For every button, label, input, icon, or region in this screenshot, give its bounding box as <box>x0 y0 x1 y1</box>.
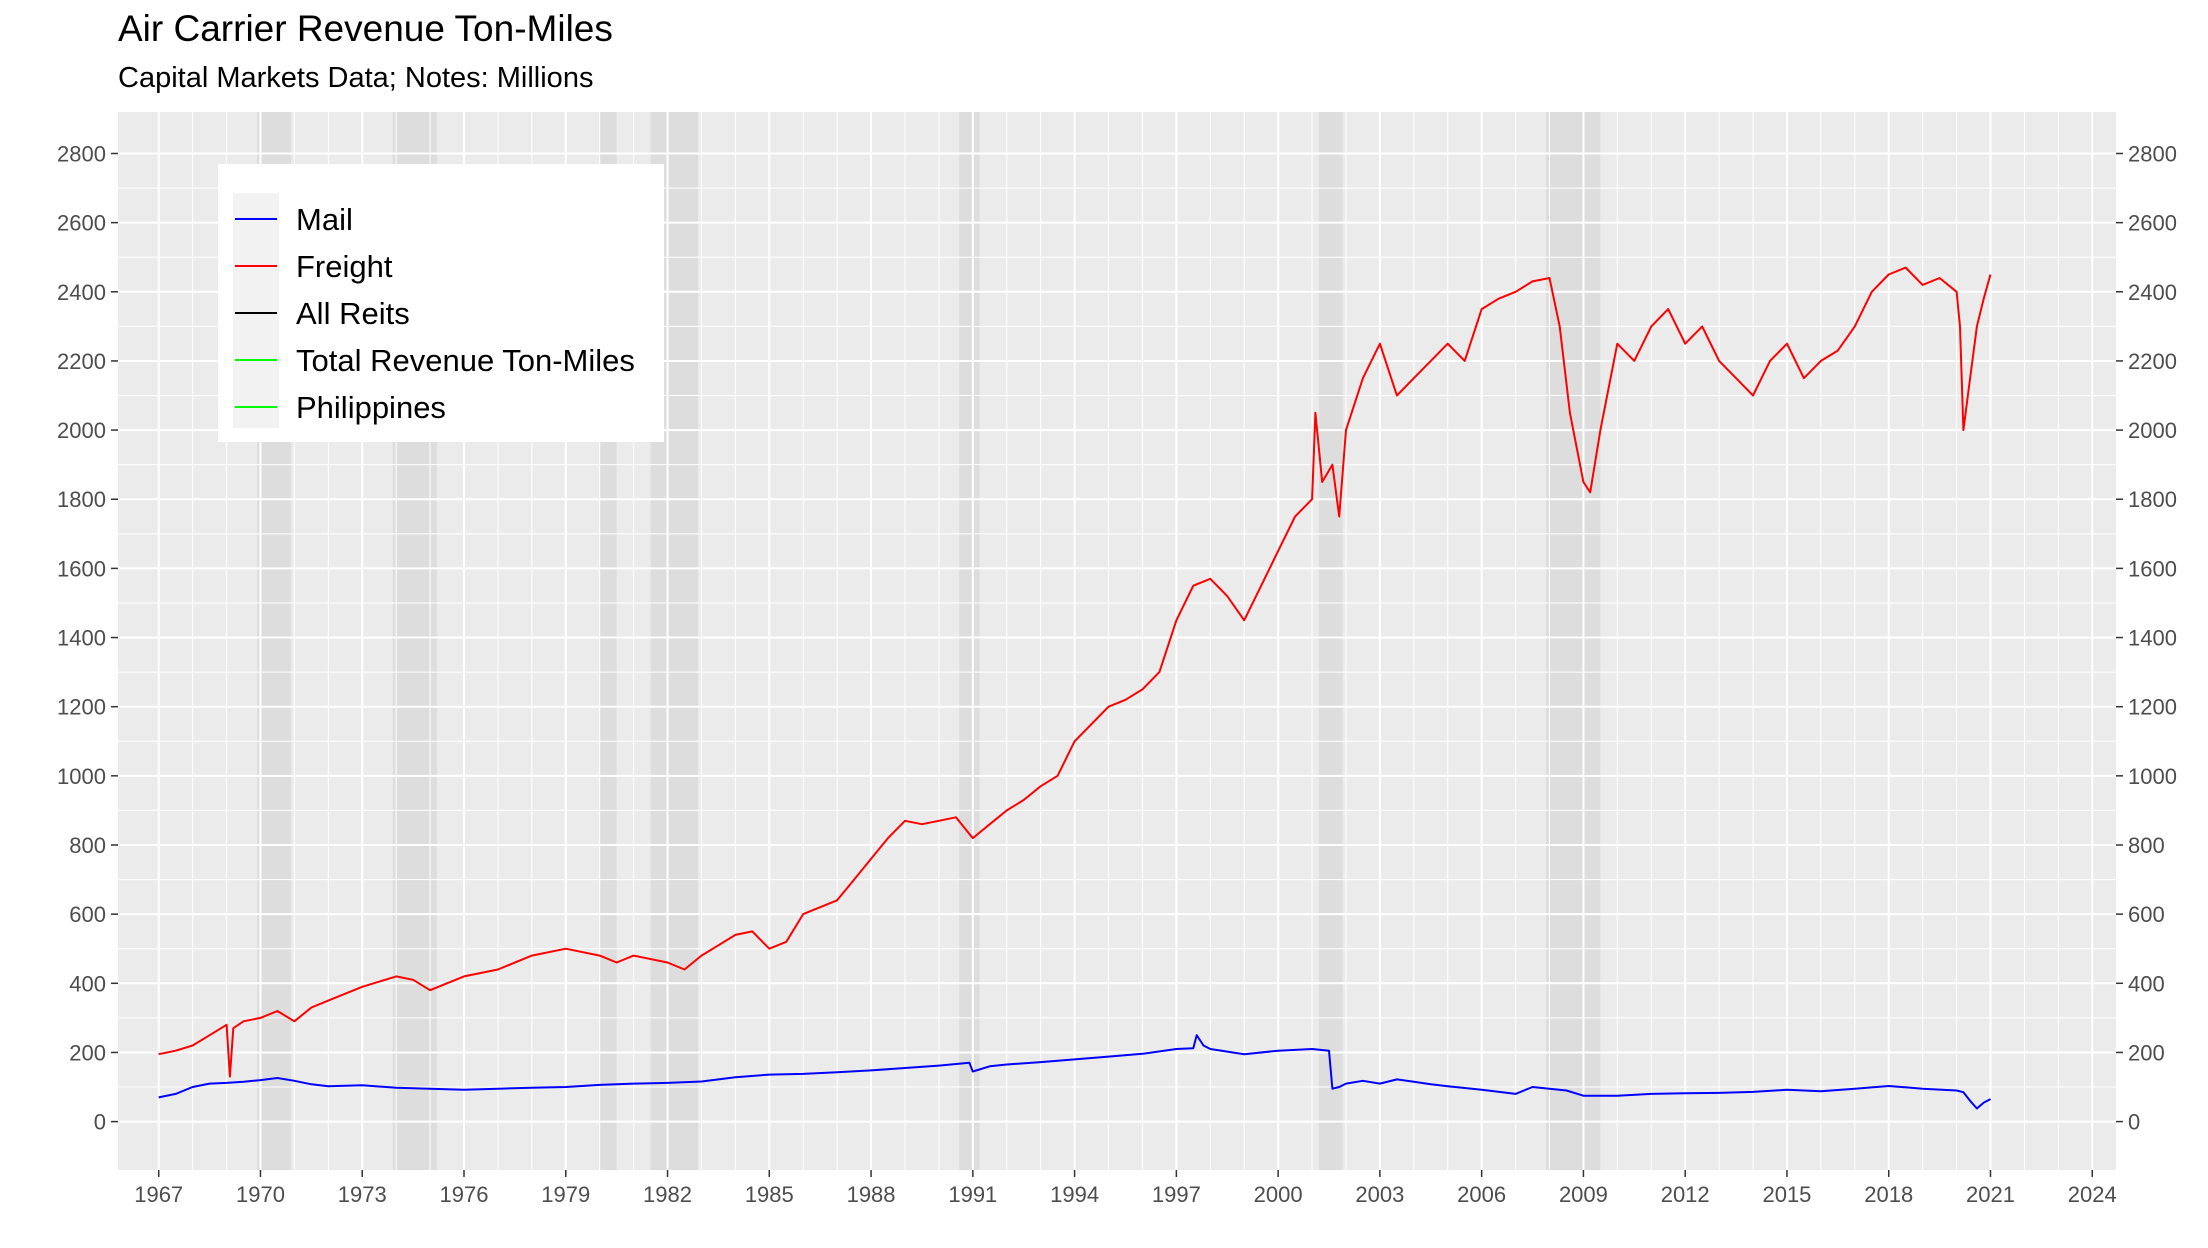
y-tick-label-right: 400 <box>2128 971 2165 996</box>
y-tick-label-right: 2800 <box>2128 141 2177 166</box>
x-tick-label: 1970 <box>236 1182 285 1207</box>
legend-box <box>218 164 664 442</box>
legend-label: Freight <box>296 249 393 284</box>
legend-key-background <box>233 193 279 428</box>
y-tick-label-left: 1400 <box>57 626 106 651</box>
series-line-freight <box>158 266 1992 1078</box>
x-tick-label: 1973 <box>338 1182 387 1207</box>
legend-label: All Reits <box>296 296 410 331</box>
x-tick-label: 2009 <box>1559 1182 1608 1207</box>
x-tick-label: 2000 <box>1254 1182 1303 1207</box>
legend: Mail Freight All Reits Total Revenue Ton-Mi… <box>218 164 664 442</box>
recession-band <box>959 112 980 1170</box>
x-tick-label: 1985 <box>745 1182 794 1207</box>
y-tick-label-left: 800 <box>69 833 106 858</box>
y-tick-label-right: 0 <box>2128 1110 2140 1135</box>
chart-subtitle: Capital Markets Data; Notes: Millions <box>118 62 594 94</box>
x-tick-label: 1988 <box>847 1182 896 1207</box>
chart-title: Air Carrier Revenue Ton-Miles <box>118 8 613 49</box>
y-tick-label-right: 2600 <box>2128 211 2177 236</box>
x-tick-label: 1982 <box>643 1182 692 1207</box>
y-tick-label-left: 600 <box>69 902 106 927</box>
axes: 1967 1970 1973 1976 1979 1982 1985 1988 1991 1994… <box>57 141 2177 1207</box>
legend-label: Total Revenue Ton-Miles <box>296 343 635 378</box>
y-tick-label-left: 2600 <box>57 211 106 236</box>
y-tick-label-right: 600 <box>2128 902 2165 927</box>
x-tick-label: 1994 <box>1050 1182 1099 1207</box>
legend-label: Mail <box>296 202 353 237</box>
x-tick-label: 2006 <box>1457 1182 1506 1207</box>
x-tick-label: 1976 <box>440 1182 489 1207</box>
y-tick-label-right: 1600 <box>2128 556 2177 581</box>
x-tick-label: 2021 <box>1966 1182 2015 1207</box>
y-tick-label-left: 1200 <box>57 695 106 720</box>
x-tick-label: 2024 <box>2068 1182 2117 1207</box>
y-tick-label-left: 1600 <box>57 556 106 581</box>
y-tick-label-right: 200 <box>2128 1040 2165 1065</box>
grid-lines <box>118 112 2116 1170</box>
y-tick-label-left: 400 <box>69 971 106 996</box>
y-tick-label-left: 2200 <box>57 349 106 374</box>
x-tick-label: 1997 <box>1152 1182 1201 1207</box>
y-tick-label-left: 200 <box>69 1040 106 1065</box>
y-tick-label-left: 2000 <box>57 418 106 443</box>
x-tick-label: 1979 <box>541 1182 590 1207</box>
x-tick-label: 1967 <box>134 1182 183 1207</box>
y-tick-label-right: 2000 <box>2128 418 2177 443</box>
y-tick-label-left: 1800 <box>57 487 106 512</box>
series-lines <box>158 266 1992 1110</box>
y-tick-label-right: 2400 <box>2128 280 2177 305</box>
x-tick-label: 1991 <box>948 1182 997 1207</box>
x-tick-label: 2015 <box>1762 1182 1811 1207</box>
y-tick-label-right: 1000 <box>2128 764 2177 789</box>
x-tick-label: 2012 <box>1661 1182 1710 1207</box>
x-tick-label: 2003 <box>1355 1182 1404 1207</box>
y-tick-label-left: 0 <box>94 1110 106 1135</box>
y-tick-label-right: 1800 <box>2128 487 2177 512</box>
y-tick-label-left: 2800 <box>57 141 106 166</box>
y-tick-label-right: 800 <box>2128 833 2165 858</box>
y-tick-label-left: 1000 <box>57 764 106 789</box>
series-line-mail <box>158 1034 1991 1110</box>
legend-label: Philippines <box>296 390 446 425</box>
y-tick-label-right: 1400 <box>2128 626 2177 651</box>
y-tick-label-right: 1200 <box>2128 695 2177 720</box>
y-tick-label-left: 2400 <box>57 280 106 305</box>
x-tick-label: 2018 <box>1864 1182 1913 1207</box>
recession-band <box>1318 112 1343 1170</box>
recession-band <box>1546 112 1601 1170</box>
y-tick-label-right: 2200 <box>2128 349 2177 374</box>
